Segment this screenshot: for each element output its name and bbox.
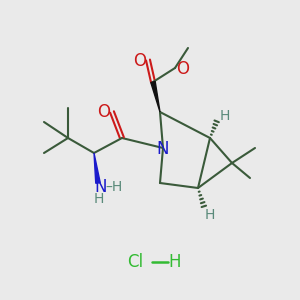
Text: N: N: [157, 140, 169, 158]
Text: O: O: [98, 103, 110, 121]
Text: H: H: [205, 208, 215, 222]
Text: O: O: [176, 60, 190, 78]
Text: N: N: [95, 178, 107, 196]
Polygon shape: [94, 153, 100, 183]
Text: H: H: [220, 109, 230, 123]
Text: H: H: [169, 253, 181, 271]
Text: Cl: Cl: [127, 253, 143, 271]
Polygon shape: [151, 82, 160, 112]
Text: O: O: [134, 52, 146, 70]
Text: H: H: [94, 192, 104, 206]
Text: –H: –H: [105, 180, 123, 194]
